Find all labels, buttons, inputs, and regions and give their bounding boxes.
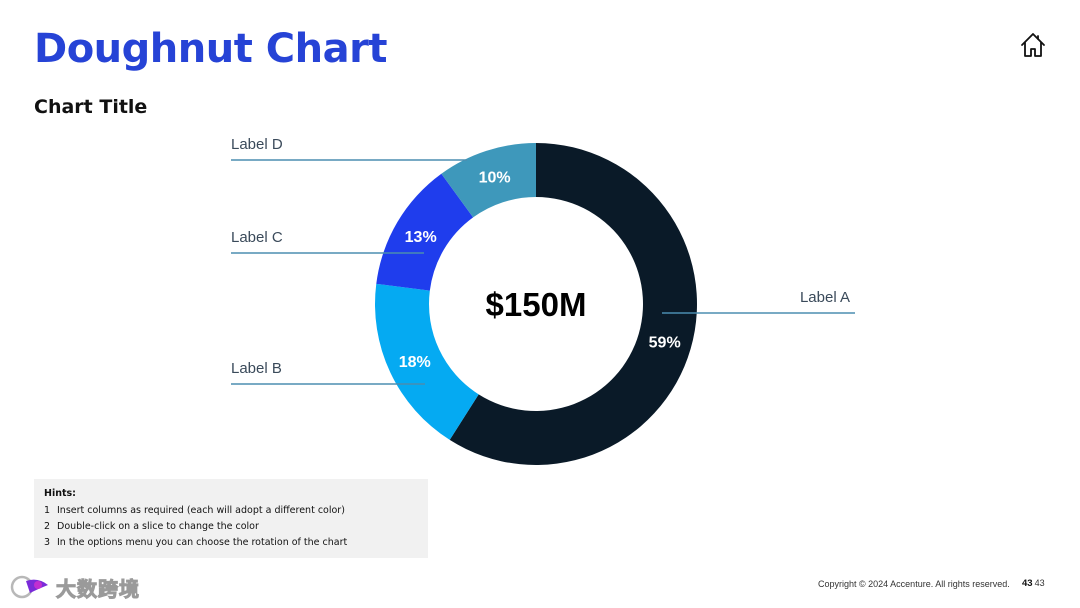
hint-text: Insert columns as required (each will ad…: [57, 505, 345, 516]
hint-text: Double-click on a slice to change the co…: [57, 521, 259, 532]
hint-item: 2 Double-click on a slice to change the …: [44, 519, 418, 535]
doughnut-slice-1[interactable]: [449, 143, 697, 466]
home-icon[interactable]: [1018, 30, 1048, 60]
doughnut-slice-2[interactable]: [375, 283, 479, 440]
doughnut-slice-3[interactable]: [376, 173, 474, 291]
chart-title: Chart Title: [34, 96, 148, 118]
hint-item: 3 In the options menu you can choose the…: [44, 535, 418, 551]
hints-title: Hints:: [44, 488, 76, 499]
center-value-label: $150M: [486, 286, 587, 323]
doughnut-slice-4[interactable]: [441, 143, 536, 218]
page-number-plain: 43: [1034, 578, 1045, 588]
hint-number: 3: [44, 537, 51, 548]
hint-text: In the options menu you can choose the r…: [57, 537, 348, 548]
watermark-logo-icon: [10, 575, 48, 599]
hint-item: 1 Insert columns as required (each will …: [44, 503, 418, 519]
watermark-text: 大数跨境: [56, 576, 140, 601]
hint-number: 1: [44, 505, 51, 516]
category-label: Label B: [231, 360, 282, 377]
category-label: Label D: [231, 136, 283, 153]
hints-panel: Hints: 1 Insert columns as required (eac…: [34, 479, 428, 558]
category-label: Label A: [800, 289, 850, 306]
slice-value-label: 13%: [405, 229, 437, 246]
page-number-bold: 43: [1022, 578, 1033, 589]
page-number: 43 43: [1022, 578, 1045, 589]
watermark: 大数跨境: [8, 572, 140, 602]
category-label: Label C: [231, 229, 283, 246]
slice-value-label: 10%: [479, 170, 511, 187]
page-title: Doughnut Chart: [34, 26, 387, 72]
footer-copyright: Copyright © 2024 Accenture. All rights r…: [818, 579, 1010, 589]
hint-number: 2: [44, 521, 51, 532]
slice-value-label: 18%: [399, 354, 431, 371]
slice-value-label: 59%: [649, 334, 681, 351]
